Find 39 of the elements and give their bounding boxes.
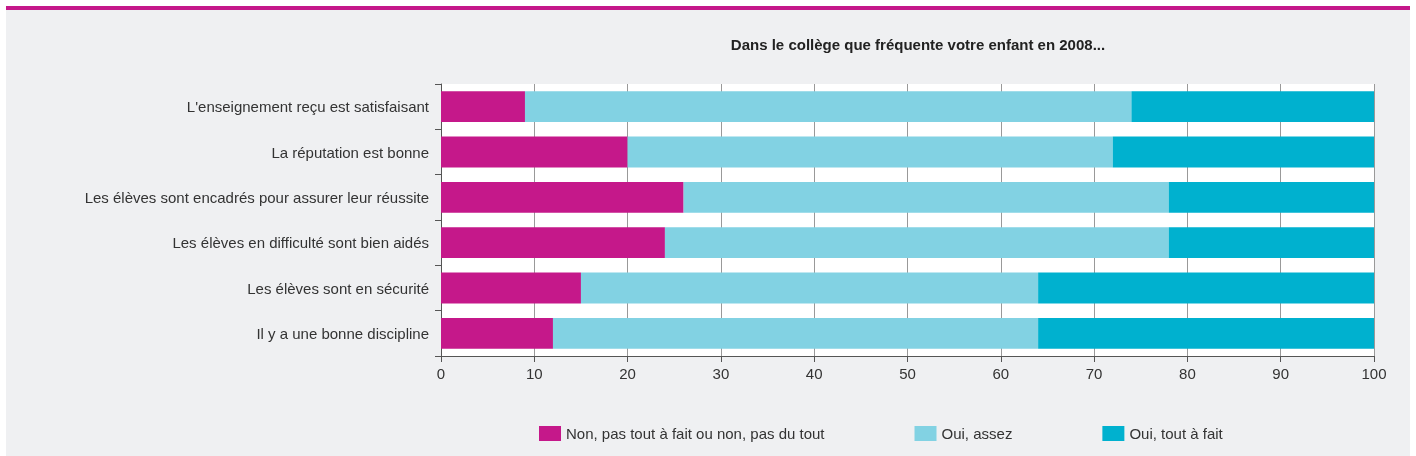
legend-label: Oui, assez [941,425,1013,442]
bar [441,227,665,259]
bar [441,272,581,304]
bar [1112,136,1374,168]
bar [1131,91,1374,123]
x-tick-label: 100 [1361,365,1387,382]
bar [627,136,1113,168]
bar [524,91,1132,123]
bar [1168,227,1374,259]
x-tick-label: 90 [1272,365,1290,382]
x-tick-label: 80 [1179,365,1196,382]
x-tick-label: 40 [805,365,823,382]
bar [580,272,1039,304]
bar [1038,272,1374,304]
bar [1038,317,1374,349]
y-tick-label: Les élèves sont encadrés pour assurer leur réussite [84,188,429,206]
legend-label: Non, pas tout à fait ou non, pas du tout [566,425,826,442]
y-tick-label: La réputation est bonne [271,143,429,161]
x-tick-label: 10 [525,365,543,382]
bar [1168,181,1374,213]
y-tick-label: L'enseignement reçu est satisfaisant [186,98,430,116]
y-tick-label: Les élèves sont en sécurité [247,279,429,297]
x-tick-label: 0 [436,365,446,382]
bar [664,227,1169,259]
bar [441,317,553,349]
x-tick-label: 20 [619,365,636,382]
y-tick-label: Il y a une bonne discipline [256,324,429,342]
x-tick-label: 70 [1085,365,1103,382]
bar [552,317,1039,349]
legend-label: Oui, tout à fait [1129,425,1224,442]
bar [683,181,1169,213]
bar [441,91,525,123]
chart-title: Dans le collège que fréquente votre enfant en 2008... [730,36,1106,53]
bar [441,136,628,168]
y-tick-label: Les élèves en difficulté sont bien aidés [172,234,429,252]
x-tick-label: 50 [899,365,916,382]
x-tick-label: 60 [992,365,1010,382]
bar [441,181,684,213]
x-tick-label: 30 [712,365,730,382]
